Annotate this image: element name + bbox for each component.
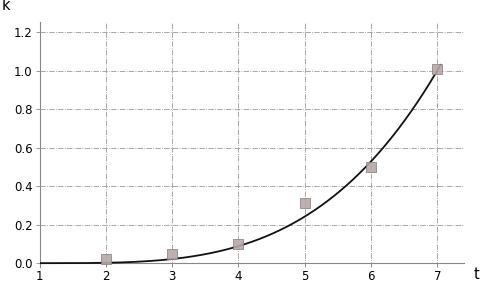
Point <box>234 242 242 246</box>
Y-axis label: k: k <box>1 0 10 13</box>
Point <box>168 251 176 256</box>
Point <box>300 201 308 206</box>
Point <box>366 164 374 169</box>
Point <box>102 257 109 262</box>
X-axis label: t: t <box>473 267 479 282</box>
Point <box>432 66 440 71</box>
